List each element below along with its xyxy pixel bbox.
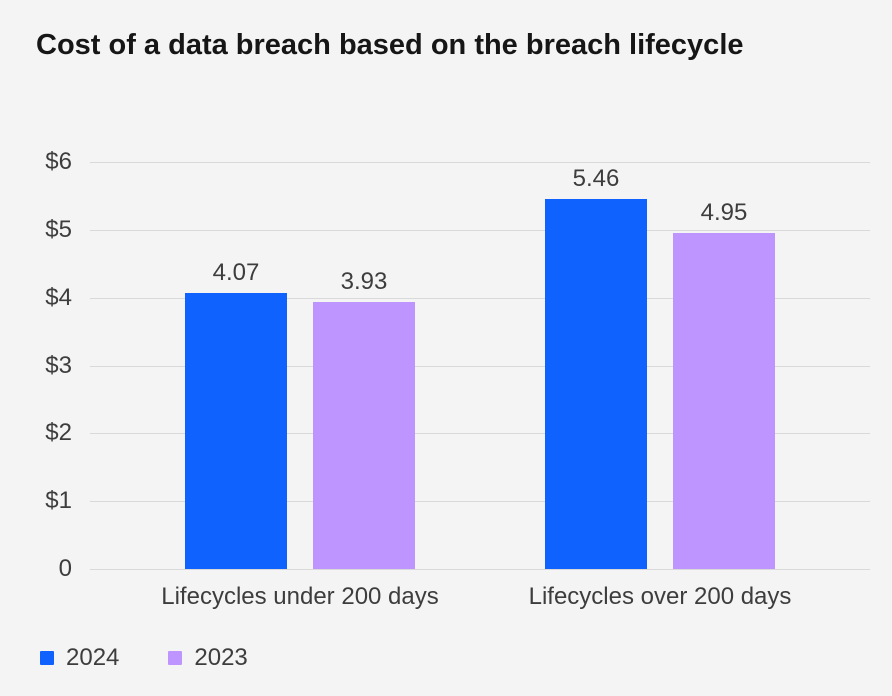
- gridline: [90, 433, 870, 435]
- y-axis-tick-label: $4: [45, 283, 72, 311]
- gridline: [90, 569, 870, 570]
- gridline: [90, 162, 870, 163]
- gridline: [90, 501, 870, 503]
- bar-2024-over-200-days: [545, 198, 647, 569]
- legend-item-2023: 2023: [168, 644, 248, 672]
- legend-label: 2023: [194, 644, 248, 671]
- bar-2023-over-200-days: [673, 233, 775, 569]
- legend-swatch-2024: [40, 651, 54, 665]
- gridline: [90, 297, 870, 299]
- chart-title: Cost of a data breach based on the breac…: [36, 29, 744, 61]
- legend-swatch-2023: [168, 651, 183, 665]
- x-axis-category-label: Lifecycles over 200 days: [528, 583, 792, 610]
- gridline: [90, 229, 870, 231]
- gridline: [90, 365, 870, 367]
- legend-item-2024: 2024: [40, 644, 119, 672]
- legend-label: 2024: [66, 644, 120, 671]
- bar-value-label: 5.46: [572, 164, 620, 192]
- y-axis-tick-label: $5: [45, 215, 72, 243]
- y-axis-tick-label: $6: [45, 148, 72, 175]
- bar-2024-under-200-days: [185, 292, 287, 569]
- legend: 2024 2023: [40, 644, 248, 672]
- x-axis-category-label: Lifecycles under 200 days: [161, 583, 439, 610]
- bar-value-label: 4.07: [212, 258, 260, 286]
- bar-value-label: 3.93: [340, 268, 388, 296]
- bar-value-label: 4.95: [700, 199, 748, 227]
- plot-area: 4.07 5.46 3.93 4.95: [90, 162, 870, 570]
- y-axis-tick-label: $3: [45, 351, 72, 379]
- y-axis-tick-label: $1: [45, 487, 72, 515]
- bar-2023-under-200-days: [313, 302, 415, 569]
- y-axis-tick-label: 0: [58, 555, 72, 582]
- y-axis-tick-label: $2: [45, 419, 72, 447]
